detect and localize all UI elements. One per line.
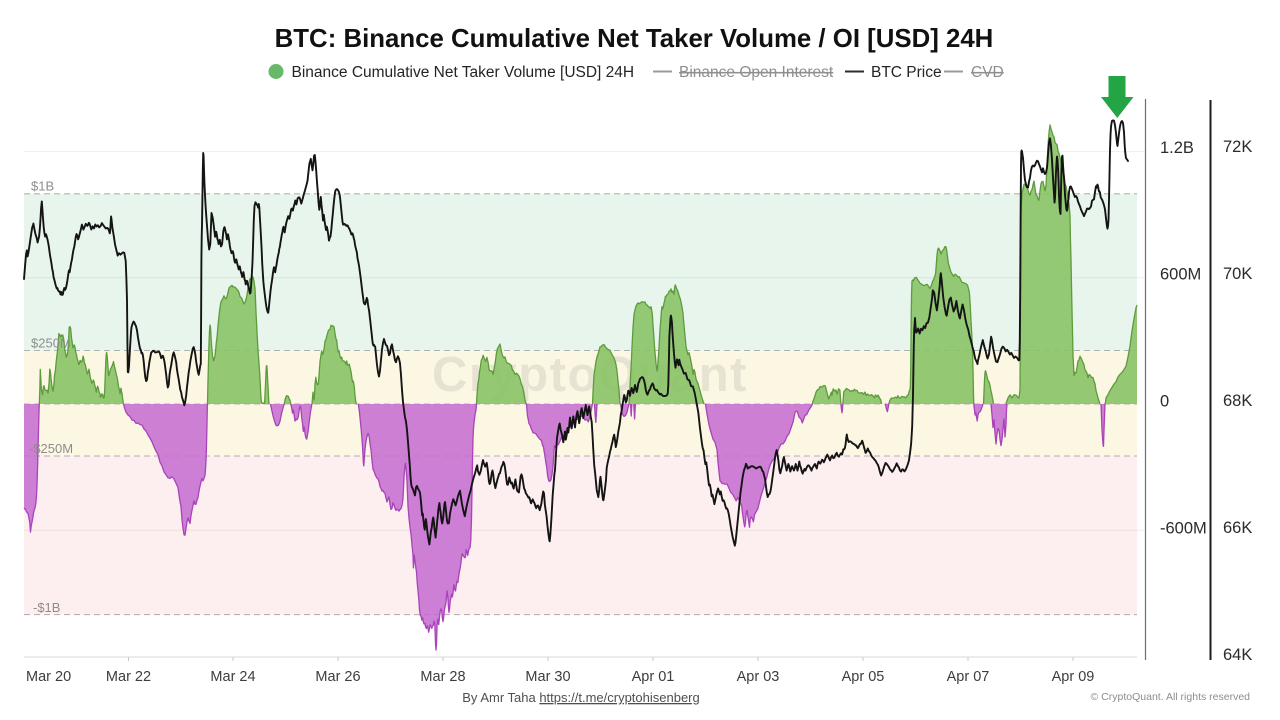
svg-text:CVD: CVD [971,64,1004,81]
svg-text:66K: 66K [1223,519,1252,537]
svg-text:600M: 600M [1160,266,1201,284]
svg-text:By Amr Taha https://t.me/crypt: By Amr Taha https://t.me/cryptohisenberg [462,690,700,705]
svg-text:Mar 26: Mar 26 [315,669,360,685]
svg-text:$1B: $1B [31,179,54,194]
svg-text:70K: 70K [1223,265,1252,283]
svg-text:Mar 28: Mar 28 [420,669,465,685]
svg-text:$250M: $250M [31,336,71,351]
svg-text:-$250M: -$250M [29,441,73,456]
svg-text:-$1B: -$1B [33,600,60,615]
svg-text:Apr 01: Apr 01 [632,669,675,685]
svg-text:© CryptoQuant. All rights rese: © CryptoQuant. All rights reserved [1091,691,1251,703]
svg-text:Apr 03: Apr 03 [737,669,780,685]
svg-text:Mar 24: Mar 24 [210,669,255,685]
svg-text:1.2B: 1.2B [1160,139,1194,157]
svg-text:64K: 64K [1223,646,1252,664]
svg-text:72K: 72K [1223,138,1252,156]
svg-text:68K: 68K [1223,392,1252,410]
svg-text:0: 0 [1160,393,1169,411]
svg-text:Apr 07: Apr 07 [947,669,990,685]
svg-text:-600M: -600M [1160,520,1207,538]
svg-text:BTC: Binance Cumulative Net Ta: BTC: Binance Cumulative Net Taker Volume… [275,25,994,53]
svg-text:Mar 30: Mar 30 [525,669,570,685]
svg-text:Mar 22: Mar 22 [106,669,151,685]
svg-text:Mar 20: Mar 20 [26,669,71,685]
svg-text:Apr 05: Apr 05 [842,669,885,685]
svg-text:Binance Open Interest: Binance Open Interest [679,64,834,81]
svg-text:BTC Price: BTC Price [871,64,942,81]
svg-text:Apr 09: Apr 09 [1052,669,1095,685]
svg-text:Binance Cumulative Net Taker V: Binance Cumulative Net Taker Volume [USD… [292,64,635,81]
